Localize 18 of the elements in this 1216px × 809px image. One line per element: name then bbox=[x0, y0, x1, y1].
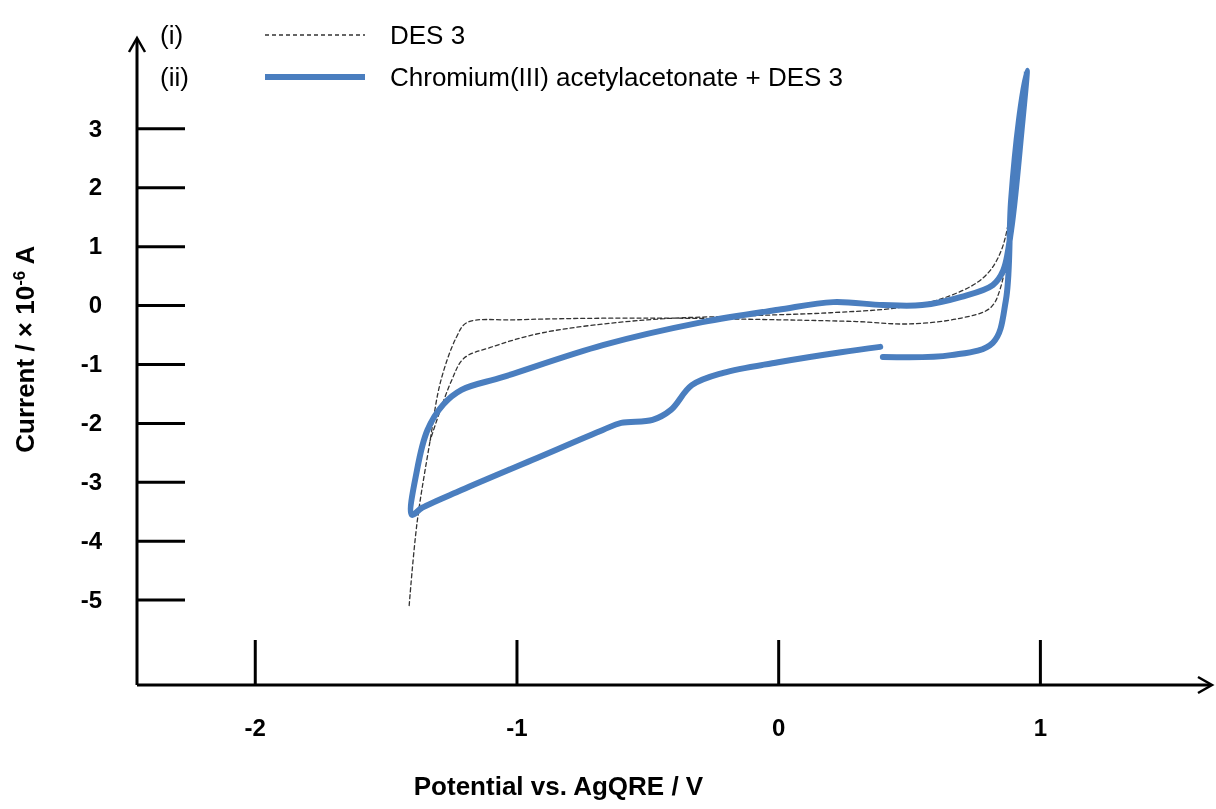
legend-label: DES 3 bbox=[390, 20, 466, 50]
x-axis-title: Potential vs. AgQRE / V bbox=[413, 771, 704, 801]
y-tick-label: -4 bbox=[80, 526, 103, 554]
x-tick-label: -1 bbox=[506, 714, 528, 742]
y-tick-label: 2 bbox=[88, 173, 102, 201]
x-tick-label: 1 bbox=[1033, 714, 1048, 742]
y-tick-label: 0 bbox=[88, 291, 102, 319]
annotation: (i) bbox=[160, 20, 184, 50]
y-tick-label: -5 bbox=[80, 585, 102, 613]
y-tick-label: -3 bbox=[80, 467, 102, 495]
x-tick-label: 0 bbox=[772, 714, 786, 742]
y-tick-label: -1 bbox=[80, 350, 102, 378]
x-tick-label: -2 bbox=[244, 714, 266, 742]
y-tick-label: -2 bbox=[80, 409, 102, 437]
y-tick-label: 3 bbox=[88, 114, 102, 142]
legend-label: Chromium(III) acetylacetonate + DES 3 bbox=[390, 62, 844, 92]
y-tick-label: 1 bbox=[88, 232, 102, 260]
annotation: (ii) bbox=[160, 62, 189, 92]
